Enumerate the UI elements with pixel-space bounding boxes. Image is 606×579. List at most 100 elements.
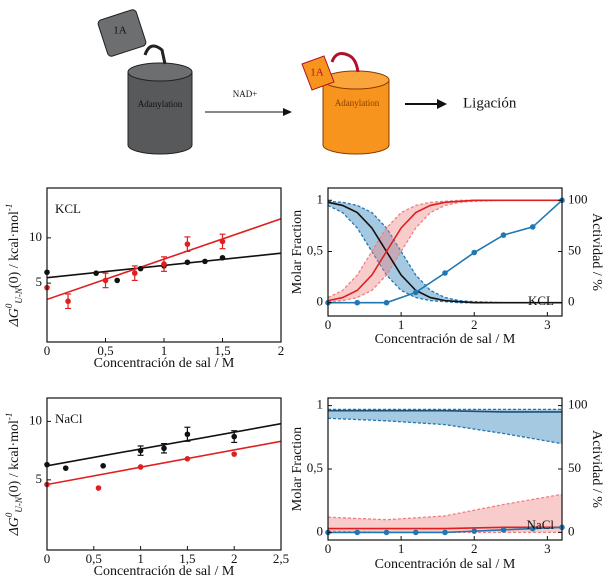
- x-tick-label: 0: [44, 343, 51, 358]
- y-tick-label: 0,5: [307, 460, 323, 475]
- line: [328, 201, 562, 304]
- point: [529, 224, 536, 230]
- point: [137, 447, 144, 454]
- point: [383, 299, 390, 306]
- x-axis-label: Concentración de sal / M: [375, 557, 516, 572]
- point: [354, 529, 361, 536]
- y2-tick-label: 100: [568, 397, 588, 412]
- tag-group: [97, 9, 147, 57]
- arrow-label: NAD+: [233, 89, 258, 99]
- y-tick-label: 10: [29, 229, 42, 244]
- x-tick-label: 0,5: [97, 343, 113, 358]
- point: [219, 254, 226, 261]
- y2-tick-label: 0: [568, 523, 575, 538]
- y2-tick-label: 100: [568, 191, 588, 206]
- point: [383, 529, 390, 536]
- plot-area: [47, 422, 281, 486]
- y-axis-label-part: ΔG: [7, 308, 22, 327]
- cylinder-body: [322, 79, 390, 155]
- y2-tick-label: 50: [568, 242, 581, 257]
- point: [471, 528, 478, 534]
- y2-tick-label: 0: [568, 294, 575, 309]
- line: [328, 526, 562, 530]
- point: [184, 431, 191, 438]
- x-tick-label: 0: [325, 317, 332, 332]
- result-label: Ligación: [463, 95, 517, 111]
- point: [529, 525, 536, 532]
- point: [161, 445, 167, 452]
- x-tick-label: 1,5: [179, 551, 195, 566]
- y-axis-label-part: 0: [4, 512, 14, 517]
- linker: [330, 52, 360, 73]
- point: [412, 529, 419, 536]
- enzyme-active: 1A Adanylation: [301, 52, 390, 155]
- y2-axis-label: Actividad / %: [589, 213, 604, 291]
- tag-label: 1A: [113, 25, 127, 37]
- enzyme-inactive: 1A Adanylation: [97, 9, 193, 155]
- y-tick-label: 0: [317, 523, 324, 538]
- y-axis-label-part: (0) / kcal·mol: [7, 420, 22, 497]
- x-tick-label: 2,5: [273, 551, 289, 566]
- x-tick-label: 1: [161, 343, 168, 358]
- y2-tick-label: 50: [568, 460, 581, 475]
- y-axis-label: ΔG0U-N(0) / kcal·mol-1: [4, 204, 24, 328]
- x-tick-label: 2: [471, 541, 478, 556]
- point: [137, 464, 144, 470]
- line-chart: 0 1 2 3 0 0,5 1 0 50 100 Concentración de sal / M M…: [290, 187, 604, 347]
- band-fill: [328, 494, 562, 533]
- y-tick-label: 5: [36, 274, 43, 289]
- point: [442, 270, 448, 276]
- x-tick-label: 1: [137, 551, 144, 566]
- point: [231, 433, 237, 440]
- x-tick-label: 2: [278, 343, 285, 358]
- band-edge: [328, 200, 562, 304]
- x-tick-label: 2: [231, 551, 238, 566]
- point: [500, 232, 507, 238]
- y-axis-label-part: U-N: [14, 496, 24, 512]
- arrow-head: [437, 99, 447, 109]
- point: [184, 456, 191, 462]
- x-tick-label: 2: [471, 317, 478, 332]
- point: [137, 265, 144, 272]
- tag-box: [301, 55, 335, 91]
- y-axis-label-part: 0: [4, 303, 14, 308]
- y-axis-label: Molar Fraction: [290, 427, 305, 511]
- point: [184, 241, 191, 247]
- point: [231, 451, 237, 457]
- line: [328, 199, 562, 302]
- point: [93, 270, 99, 276]
- band-edge: [328, 199, 562, 303]
- band-edge: [328, 204, 562, 304]
- cylinder-body: [127, 71, 193, 155]
- point: [219, 238, 226, 245]
- band-fill: [328, 200, 562, 302]
- y-tick-label: 5: [36, 471, 43, 486]
- annotation: NaCl: [55, 411, 83, 426]
- y-axis-label: ΔG0U-N(0) / kcal·mol-1: [4, 413, 24, 537]
- line-chart: 0 1 2 3 0 0,5 1 0 50 100 Concentración de sal / M M…: [290, 397, 604, 573]
- annotation: KCL: [55, 201, 81, 216]
- y-axis-label-part: (0) / kcal·mol: [7, 211, 22, 288]
- point: [65, 298, 71, 305]
- line: [328, 409, 562, 413]
- tag-box: [97, 9, 147, 57]
- linker: [143, 44, 167, 65]
- x-axis-label: Concentración de sal / M: [375, 332, 516, 347]
- scatter-chart: 0 0,5 1 1,5 2 5 10 Concentración de sal / M ΔG0U…: [4, 187, 285, 371]
- x-axis-label: Concentración de sal / M: [94, 356, 235, 371]
- x-tick-label: 0,5: [86, 551, 102, 566]
- band-edge: [328, 199, 562, 299]
- x-tick-label: 0: [44, 551, 51, 566]
- x-axis-label: Concentración de sal / M: [94, 564, 235, 579]
- x-tick-label: 1,5: [214, 343, 230, 358]
- point: [500, 527, 507, 533]
- point: [354, 299, 361, 306]
- point: [95, 485, 102, 491]
- x-tick-label: 0: [325, 541, 332, 556]
- body-label: Adanylation: [138, 99, 183, 109]
- y-tick-label: 10: [29, 412, 42, 427]
- point: [202, 258, 208, 265]
- point: [442, 529, 448, 536]
